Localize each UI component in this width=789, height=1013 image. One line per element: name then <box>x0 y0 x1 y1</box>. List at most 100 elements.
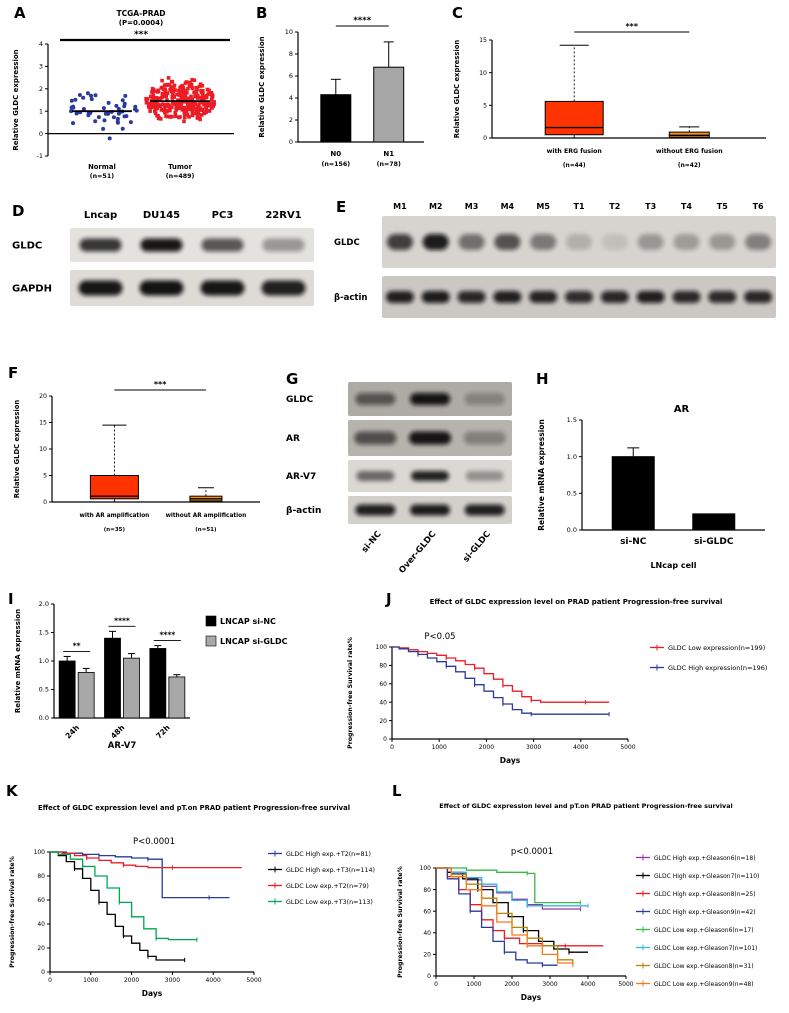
svg-text:100: 100 <box>376 644 388 651</box>
svg-text:Relative GLDC expression: Relative GLDC expression <box>258 36 266 137</box>
svg-text:Days: Days <box>500 756 521 765</box>
svg-text:N0: N0 <box>330 150 341 158</box>
panel-a-label: A <box>14 4 26 22</box>
svg-text:Relative GLDC expression: Relative GLDC expression <box>453 40 461 139</box>
svg-text:(n=78): (n=78) <box>377 161 401 168</box>
svg-text:5000: 5000 <box>618 981 633 988</box>
panel-k-chart: Effect of GLDC expression level and pT.o… <box>9 804 375 998</box>
svg-text:40: 40 <box>37 921 45 928</box>
svg-text:without AR amplification: without AR amplification <box>166 513 247 519</box>
svg-text:GLDC Low exp.+Gleason6(n=17): GLDC Low exp.+Gleason6(n=17) <box>654 927 754 934</box>
svg-text:8: 8 <box>289 50 293 58</box>
svg-text:Effect of GLDC expression leve: Effect of GLDC expression level on PRAD … <box>430 598 723 606</box>
svg-text:4000: 4000 <box>573 744 588 751</box>
svg-text:0: 0 <box>434 981 438 988</box>
svg-text:60: 60 <box>423 908 431 915</box>
svg-text:0: 0 <box>48 977 52 984</box>
svg-text:6: 6 <box>289 72 293 80</box>
svg-text:(n=42): (n=42) <box>678 163 701 169</box>
svg-text:(n=156): (n=156) <box>321 161 350 168</box>
svg-text:Lncap: Lncap <box>84 210 117 221</box>
svg-text:20: 20 <box>39 393 47 400</box>
svg-text:60: 60 <box>37 897 45 904</box>
svg-text:Effect of GLDC expression leve: Effect of GLDC expression level and pT.o… <box>38 804 350 812</box>
panel-i-chart: 0.0 0.5 1.0 1.5 2.0 Relative mRNA expression *… <box>14 600 288 751</box>
svg-text:40: 40 <box>379 699 387 706</box>
svg-text:80: 80 <box>423 887 431 894</box>
svg-text:si-NC: si-NC <box>620 537 647 547</box>
svg-text:T5: T5 <box>717 202 728 211</box>
svg-text:T3: T3 <box>645 202 656 211</box>
svg-text:T2: T2 <box>609 202 620 211</box>
svg-text:GLDC High exp.+T3(n=114): GLDC High exp.+T3(n=114) <box>286 867 375 874</box>
svg-text:GLDC: GLDC <box>334 238 360 248</box>
svg-text:100: 100 <box>34 849 46 856</box>
svg-text:GLDC Low exp.+Gleason8(n=31): GLDC Low exp.+Gleason8(n=31) <box>654 963 754 970</box>
svg-text:2000: 2000 <box>504 981 519 988</box>
svg-text:22RV1: 22RV1 <box>265 210 301 221</box>
svg-text:(n=51): (n=51) <box>90 173 114 180</box>
svg-text:72h: 72h <box>154 723 172 741</box>
panel-g-label: G <box>286 370 299 388</box>
svg-text:T6: T6 <box>753 202 764 211</box>
svg-text:GLDC Low exp.+T2(n=79): GLDC Low exp.+T2(n=79) <box>286 883 369 890</box>
svg-text:1: 1 <box>39 107 43 115</box>
svg-text:T4: T4 <box>681 202 692 211</box>
svg-text:1.0: 1.0 <box>39 657 49 665</box>
svg-text:Progression-free Survival rate: Progression-free Survival rate% <box>9 856 16 968</box>
svg-text:P<0.05: P<0.05 <box>424 632 455 642</box>
svg-text:2: 2 <box>39 85 43 93</box>
panel-b-label: B <box>256 4 268 22</box>
svg-text:GLDC High exp.+Gleason7(n=110): GLDC High exp.+Gleason7(n=110) <box>654 873 759 880</box>
svg-text:Days: Days <box>521 993 542 1002</box>
svg-text:0: 0 <box>41 969 45 976</box>
panel-c: 0 5 10 15 Relative GLDC expression with ERG f… <box>448 6 782 196</box>
panel-l-label: L <box>392 782 402 800</box>
svg-text:0: 0 <box>289 138 293 146</box>
panel-f-chart: 0 5 10 15 20 Relative GLDC expression with AR … <box>13 380 260 533</box>
panel-e-chart: M1 M2 M3 M4 M5 T1 T2 T3 T4 T5 T6 GLDC β-actin <box>334 202 776 318</box>
svg-text:GLDC: GLDC <box>286 395 314 405</box>
svg-text:TCGA-PRAD: TCGA-PRAD <box>117 9 166 18</box>
svg-text:M1: M1 <box>393 202 407 211</box>
svg-text:0.5: 0.5 <box>567 490 577 498</box>
svg-text:Relative GLDC expression: Relative GLDC expression <box>13 400 21 499</box>
svg-text:M3: M3 <box>465 202 479 211</box>
svg-text:M5: M5 <box>536 202 550 211</box>
panel-a-chart: TCGA-PRAD(P=0.0004) *** -1 0 1 2 3 4 Relative GL… <box>12 9 234 180</box>
panel-h-chart: AR 0.0 0.5 1.0 1.5 Relative mRNA expression si… <box>537 404 765 570</box>
svg-text:AR-V7: AR-V7 <box>108 741 137 751</box>
svg-text:**: ** <box>73 641 81 650</box>
panel-a: TCGA-PRAD (P=0.0004) *** -1 0 1 2 3 4 Relative GL… <box>8 6 243 196</box>
svg-text:GLDC High exp.+Gleason6(n=18): GLDC High exp.+Gleason6(n=18) <box>654 855 756 862</box>
svg-text:N1: N1 <box>383 150 394 158</box>
svg-text:Progression-free Survival rate: Progression-free Survival rate% <box>397 866 404 978</box>
panel-h: AR 0.0 0.5 1.0 1.5 Relative mRNA expression si… <box>530 372 782 582</box>
svg-text:10: 10 <box>479 70 487 77</box>
svg-text:0: 0 <box>427 973 431 980</box>
svg-text:GAPDH: GAPDH <box>12 284 52 295</box>
svg-text:1.5: 1.5 <box>39 629 49 637</box>
svg-text:0.0: 0.0 <box>567 526 577 534</box>
svg-text:0: 0 <box>390 744 394 751</box>
svg-text:Relative GLDC expression: Relative GLDC expression <box>12 49 20 150</box>
svg-text:(n=44): (n=44) <box>563 163 586 169</box>
svg-text:LNcap cell: LNcap cell <box>650 561 696 570</box>
panel-c-chart: 0 5 10 15 Relative GLDC expression with ERG f… <box>453 22 766 169</box>
svg-text:3000: 3000 <box>526 744 541 751</box>
svg-text:****: **** <box>353 16 371 26</box>
panel-d-label: D <box>12 202 25 220</box>
svg-text:0.0: 0.0 <box>39 714 49 722</box>
svg-text:5000: 5000 <box>246 977 261 984</box>
svg-text:15: 15 <box>39 420 47 427</box>
svg-text:2000: 2000 <box>479 744 494 751</box>
svg-text:(n=489): (n=489) <box>166 173 195 180</box>
svg-text:10: 10 <box>285 28 293 36</box>
svg-text:LNCAP si-NC: LNCAP si-NC <box>220 617 276 626</box>
svg-text:2: 2 <box>289 116 293 124</box>
svg-text:β-actin: β-actin <box>286 506 321 516</box>
svg-text:Progression-free Survival rate: Progression-free Survival rate% <box>347 637 354 749</box>
svg-text:Tumor: Tumor <box>168 163 192 171</box>
svg-text:100: 100 <box>420 865 432 872</box>
svg-text:60: 60 <box>379 681 387 688</box>
